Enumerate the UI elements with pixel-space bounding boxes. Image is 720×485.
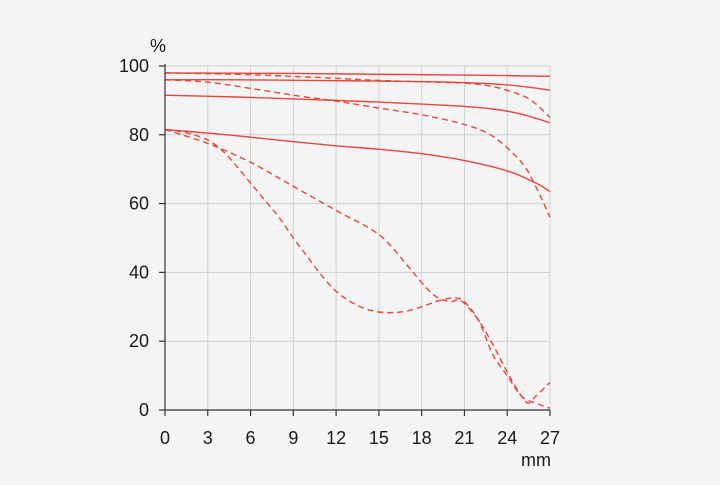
y-unit-label: %	[150, 36, 166, 56]
x-tick-label: 0	[160, 428, 170, 448]
dashed-mtf-line	[164, 128, 551, 404]
x-tick-label: 9	[288, 428, 298, 448]
solid-mtf-line	[164, 128, 551, 193]
x-tick-label: 18	[412, 428, 432, 448]
y-tick-label: 80	[129, 125, 149, 145]
tick-label-layer: 0 3 6 9 12 15 18 21 24 27 0 20 40 60 80 100	[119, 56, 560, 448]
grid-layer	[165, 65, 551, 410]
x-tick-label: 15	[369, 428, 389, 448]
x-unit-label: mm	[521, 450, 551, 470]
x-tick-label: 6	[246, 428, 256, 448]
solid-mtf-line	[164, 94, 551, 124]
x-tick-label: 24	[497, 428, 517, 448]
dashed-mtf-line	[164, 128, 551, 409]
y-tick-label: 20	[129, 331, 149, 351]
x-tick-label: 27	[540, 428, 560, 448]
y-tick-label: 100	[119, 56, 149, 76]
y-tick-label: 60	[129, 194, 149, 214]
axis-layer	[159, 64, 551, 416]
solid-mtf-line	[164, 79, 551, 91]
y-tick-label: 40	[129, 262, 149, 282]
y-tick-label: 0	[139, 400, 149, 420]
dashed-mtf-line	[164, 79, 551, 218]
solid-mtf-line	[164, 72, 551, 77]
x-tick-label: 3	[203, 428, 213, 448]
series-layer	[164, 72, 551, 409]
x-tick-label: 12	[326, 428, 346, 448]
dashed-mtf-line	[164, 72, 551, 119]
x-tick-label: 21	[454, 428, 474, 448]
